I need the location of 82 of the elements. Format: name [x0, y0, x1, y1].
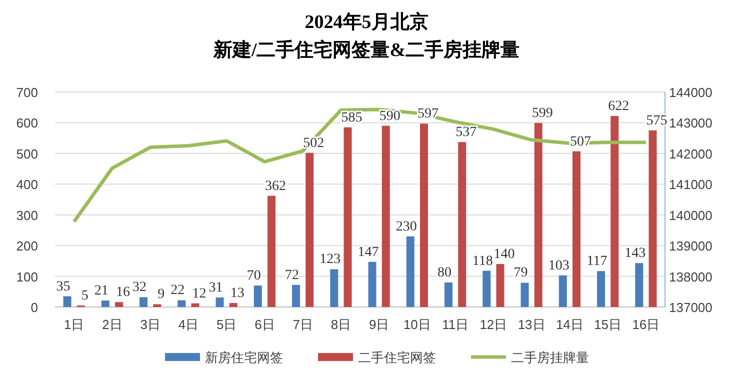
- y2-tick-label: 140000: [669, 208, 712, 223]
- bar: [558, 275, 567, 307]
- bar: [520, 282, 529, 307]
- x-tick-label: 8日: [330, 317, 352, 332]
- chart-title: 2024年5月北京: [304, 11, 428, 33]
- data-label: 70: [246, 268, 261, 284]
- bar: [292, 284, 300, 307]
- y-tick-label: 200: [16, 238, 38, 254]
- bar: [496, 264, 504, 307]
- x-tick-label: 4日: [178, 317, 199, 332]
- data-label: 147: [358, 244, 379, 260]
- data-label: 22: [170, 283, 185, 298]
- bar: [444, 282, 453, 307]
- data-label: 143: [624, 246, 646, 262]
- bar: [101, 300, 110, 307]
- bar: [330, 269, 338, 307]
- data-label: 16: [116, 285, 130, 300]
- x-tick-label: 2日: [102, 317, 122, 332]
- data-label: 123: [320, 252, 341, 268]
- bar: [153, 304, 162, 307]
- chart-subtitle: 新建/二手住宅网签量&二手房挂牌量: [212, 39, 520, 61]
- y-tick-label: 400: [16, 177, 38, 192]
- x-tick-label: 1日: [64, 317, 84, 332]
- x-tick-label: 12日: [480, 317, 508, 332]
- data-label: 80: [438, 265, 452, 280]
- data-label: 31: [208, 280, 223, 296]
- data-label: 12: [192, 286, 206, 302]
- data-label: 13: [230, 286, 244, 302]
- data-label: 118: [472, 254, 493, 269]
- data-label: 103: [548, 258, 570, 274]
- data-label: 32: [132, 280, 147, 296]
- x-tick-label: 16日: [632, 317, 660, 332]
- y-tick-label: 300: [16, 208, 38, 223]
- bar: [191, 303, 200, 307]
- x-tick-label: 15日: [594, 317, 622, 332]
- y-tick-label: 100: [16, 269, 38, 284]
- x-tick-label: 10日: [403, 317, 431, 332]
- legend-label: 二手住宅网签: [358, 350, 436, 365]
- bar: [368, 262, 376, 307]
- data-label: 5: [81, 288, 88, 304]
- y2-tick-label: 143000: [669, 116, 712, 131]
- data-label: 35: [56, 279, 70, 294]
- bar: [178, 300, 186, 307]
- legend-label: 二手房挂牌量: [511, 350, 589, 365]
- x-tick-label: 13日: [518, 317, 546, 332]
- bar: [229, 303, 238, 307]
- bar: [635, 263, 644, 307]
- bar: [648, 130, 657, 307]
- data-label: 230: [396, 219, 417, 234]
- y2-tick-label: 138000: [669, 269, 712, 284]
- x-tick-label: 11日: [442, 317, 469, 332]
- y2-tick-label: 139000: [669, 238, 712, 254]
- bar: [114, 302, 123, 307]
- x-tick-label: 9日: [368, 317, 390, 332]
- bar: [254, 286, 262, 307]
- y2-tick-label: 141000: [669, 177, 712, 192]
- bar: [482, 270, 491, 307]
- x-tick-label: 5日: [216, 317, 237, 332]
- data-label: 21: [94, 284, 108, 299]
- y-tick-label: 600: [16, 116, 38, 131]
- y2-tick-label: 142000: [669, 146, 712, 162]
- data-label: 140: [494, 247, 515, 262]
- bar: [63, 296, 72, 307]
- legend-label: 新房住宅网签: [205, 350, 283, 365]
- bar: [406, 236, 414, 307]
- y2-tick-label: 137000: [669, 300, 712, 315]
- data-label: 9: [158, 287, 165, 302]
- bar: [216, 297, 224, 307]
- data-label: 117: [586, 254, 608, 270]
- y-tick-label: 0: [30, 300, 38, 315]
- x-tick-label: 14日: [556, 317, 584, 332]
- bar: [597, 271, 606, 307]
- data-label: 79: [514, 266, 528, 281]
- data-label: 72: [285, 268, 300, 283]
- y2-tick-label: 144000: [669, 85, 712, 100]
- y-tick-label: 700: [16, 85, 38, 100]
- bar: [140, 297, 148, 307]
- y-tick-label: 500: [16, 146, 38, 162]
- x-tick-label: 3日: [140, 317, 160, 332]
- x-tick-label: 7日: [292, 317, 313, 332]
- x-tick-label: 6日: [254, 317, 275, 332]
- bar: [267, 196, 276, 307]
